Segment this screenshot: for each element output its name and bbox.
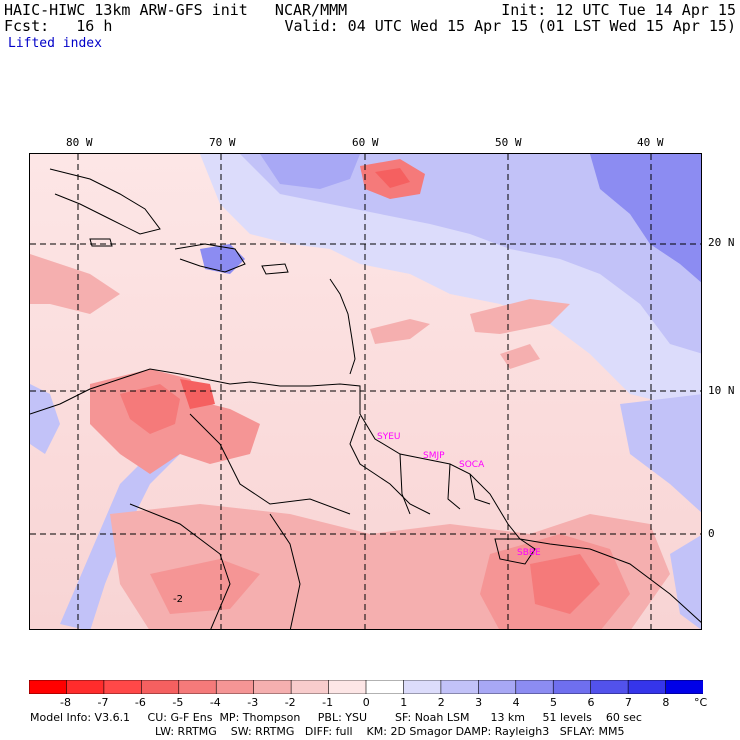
colorbar-swatch (141, 680, 180, 694)
colorbar-swatch (328, 680, 367, 694)
colorbar-swatch (627, 680, 667, 694)
map-panel: -2 (29, 153, 702, 630)
unstable-region-para-core (530, 554, 600, 614)
colorbar-swatch (365, 680, 405, 694)
colorbar-tick-label: -3 (247, 696, 259, 709)
colorbar-swatch (440, 680, 480, 694)
border-fg-brazil (469, 473, 491, 505)
unstable-region-atlantic-c (500, 344, 540, 369)
colorbar-tick-label: -7 (97, 696, 109, 709)
stable-region-top (260, 154, 360, 189)
border-suriname-fg (447, 463, 461, 510)
contour-label: -2 (173, 594, 183, 605)
stable-region-east (620, 394, 701, 513)
unstable-region-amazon-core (150, 559, 260, 614)
coastlines (30, 168, 701, 629)
colorbar-tick-label: 6 (587, 696, 595, 709)
coast-marajo (494, 538, 536, 565)
colorbar-swatch (66, 680, 105, 694)
colorbar-tick-label: 2 (437, 696, 445, 709)
colorbar-swatch (290, 680, 330, 694)
border-colombia-venezuela (189, 413, 351, 515)
colorbar-tick-label: 5 (550, 696, 558, 709)
coast-cuba (49, 168, 161, 235)
colorbar-tick-label: 0 (362, 696, 370, 709)
forecast-hour: Fcst: 16 h (4, 17, 113, 35)
station-syeu: SYEU (377, 432, 401, 442)
station-soca: SOCA (459, 460, 485, 470)
unstable-region-atlantic-a (370, 319, 430, 344)
colorbar-tick-label: 1 (400, 696, 408, 709)
model-title: HAIC-HIWC 13km ARW-GFS init NCAR/MMM (4, 1, 348, 19)
unstable-region-venezuela (180, 379, 215, 409)
valid-time: Valid: 04 UTC Wed 15 Apr 15 (01 LST Wed … (284, 17, 736, 35)
lon-label-40w: 40 W (637, 136, 664, 149)
colorbar-swatch (253, 680, 292, 694)
stable-region-ne-core (590, 154, 701, 283)
colorbar-tick-label: 3 (475, 696, 483, 709)
graticule (30, 154, 701, 629)
colorbar-swatch (665, 680, 703, 694)
colorbar-unit: °C (694, 696, 708, 709)
lat-label-20n: 20 N (708, 236, 735, 249)
lon-label-60w: 60 W (352, 136, 379, 149)
model-info-line2: LW: RRTMG SW: RRTMG DIFF: full KM: 2D Sm… (155, 725, 625, 738)
border-brazil-west (269, 513, 301, 629)
colorbar-tick-label: -5 (172, 696, 184, 709)
stable-region-west (30, 384, 60, 454)
colorbar-tick-label: -8 (60, 696, 71, 709)
colorbar-tick-label: 4 (512, 696, 520, 709)
border-colombia-peru (129, 503, 231, 629)
lat-label-10n: 10 N (708, 384, 735, 397)
border-venezuela-guyana (349, 415, 431, 515)
stable-region-ne (240, 154, 701, 354)
model-info-line1: Model Info: V3.6.1 CU: G-F Ens MP: Thomp… (30, 711, 642, 724)
lon-label-70w: 70 W (209, 136, 236, 149)
stable-region-hispaniola (200, 244, 245, 274)
colorbar-tick-label: -1 (322, 696, 334, 709)
colorbar-tick-label: -2 (284, 696, 296, 709)
field-name: Lifted index (8, 36, 102, 51)
unstable-region-atlantic-b (470, 299, 570, 334)
colorbar-swatch (215, 680, 255, 694)
lon-label-80w: 80 W (66, 136, 93, 149)
colorbar-swatch (103, 680, 143, 694)
border-guyana-suriname (399, 453, 411, 515)
colorbar-tick-label: -6 (134, 696, 146, 709)
colorbar-swatch (29, 680, 68, 694)
colorbar-swatch (403, 680, 442, 694)
colorbar-swatch (552, 680, 592, 694)
station-smjp: SMJP (423, 451, 445, 461)
coast-hispaniola (174, 243, 246, 273)
lifted-index-map: -2 (30, 154, 701, 629)
coast-lesser-antilles (329, 278, 356, 375)
init-time: Init: 12 UTC Tue 14 Apr 15 (501, 1, 736, 19)
unstable-region-caribbean (30, 254, 120, 314)
coast-jamaica (89, 238, 113, 247)
colorbar-swatch (515, 680, 555, 694)
colorbar-swatch (590, 680, 629, 694)
lat-label-0: 0 (708, 527, 715, 540)
colorbar-swatch (178, 680, 218, 694)
colorbar-tick-label: 8 (662, 696, 670, 709)
colorbar (29, 680, 703, 694)
colorbar-tick-label: 7 (624, 696, 632, 709)
unstable-region-cell-north-core (375, 168, 410, 188)
coast-south-america (30, 368, 701, 623)
colorbar-swatch (478, 680, 517, 694)
stable-region-southeast (670, 535, 701, 629)
unstable-region-sa-north-core (120, 384, 180, 434)
lon-label-50w: 50 W (495, 136, 522, 149)
colorbar-tick-label: -4 (209, 696, 221, 709)
coast-puerto-rico (261, 263, 289, 275)
station-sbbe: SBBE (517, 548, 541, 558)
